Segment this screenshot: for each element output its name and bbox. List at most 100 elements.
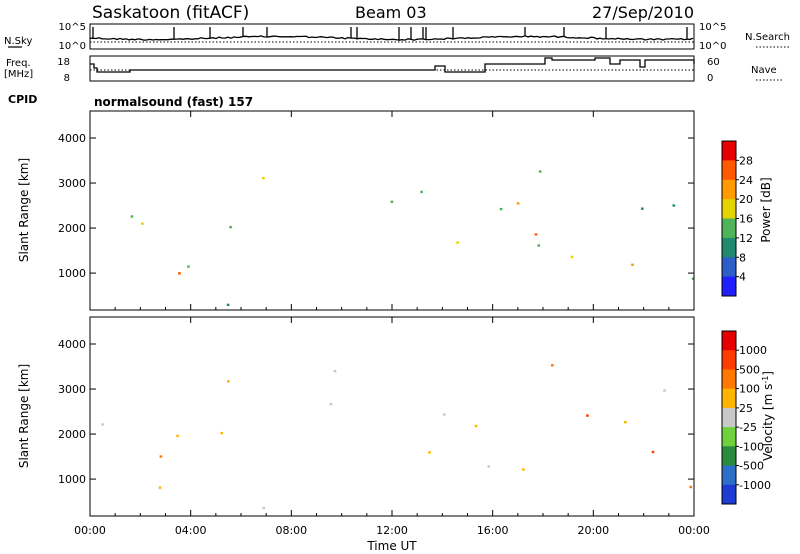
data-cell [586,414,589,417]
noise-panel [89,23,695,50]
data-cell [641,207,644,210]
x-tick-label: 00:00 [74,524,106,537]
y-tick-label: 4000 [58,338,86,351]
data-cell [631,263,634,266]
nave-label: Nave [751,65,777,76]
power-ylabel: Slant Range [km] [17,158,31,262]
noise-tick-top-left: 10^5 [59,22,86,33]
colorbar-swatch [722,446,736,467]
data-cell [516,202,520,205]
data-cell [178,272,181,275]
power-colorbar-label: Power [dB] [759,177,773,242]
power-y-ticks: 1000 2000 3000 4000 [58,132,694,280]
nsky-label: N.Sky [4,36,32,47]
freq-panel [89,55,695,82]
x-tick-label: 12:00 [376,524,408,537]
date-title: 27/Sep/2010 [592,3,694,22]
colorbar-swatch [722,179,736,200]
x-tick-label: 20:00 [577,524,609,537]
y-tick-label: 2000 [58,428,86,441]
noise-tick-bottom-right: 10^0 [699,41,726,52]
power-panel [89,110,695,311]
velocity-y-ticks: 1000 2000 3000 4000 [58,338,694,486]
cpid-label: CPID [8,93,37,106]
colorbar-tick-label: 20 [739,193,753,206]
y-tick-label: 1000 [58,267,86,280]
colorbar-tick-label: 500 [739,363,760,376]
data-cell [262,506,266,510]
colorbar-tick-label: 28 [739,154,753,167]
colorbar-tick-label: 16 [739,213,753,226]
power-data-cells [130,170,695,307]
data-cell [663,389,666,392]
data-cell [534,233,538,236]
data-cell [551,364,554,367]
noise-traces [89,27,694,43]
time-xlabel: Time UT [366,539,417,553]
nave-tick-0: 0 [707,73,713,84]
colorbar-swatch [722,388,736,409]
colorbar-swatch [722,407,736,428]
data-cell [130,215,134,218]
x-tick-label: 04:00 [175,524,207,537]
freq-tick-8: 8 [64,73,70,84]
data-cell [420,190,423,194]
colorbar-tick-label: -1000 [739,479,771,492]
noise-tick-bottom-left: 10^0 [59,41,86,52]
nave-tick-60: 60 [707,57,720,68]
x-tick-label: 00:00 [678,524,710,537]
freq-label: Freq. [6,58,31,69]
velocity-panel [89,316,695,517]
data-cell [538,170,542,173]
data-cell [456,241,459,244]
colorbar-tick-label: 1000 [739,344,767,357]
freq-tick-18: 18 [57,57,70,68]
colorbar-tick-label: 12 [739,232,753,245]
colorbar-swatch [722,331,736,351]
data-cell [689,485,693,489]
data-cell [101,423,104,426]
data-cell [390,200,394,203]
power-colorbar: 28 24 20 16 12 8 4 [721,140,753,297]
data-cell [187,265,190,268]
noise-tick-top-right: 10^5 [699,22,726,33]
colorbar-swatch [722,257,736,278]
nsearch-label: N.Search [745,32,790,43]
data-cell [227,380,230,383]
x-tick-label: 16:00 [477,524,509,537]
data-cell [691,277,695,280]
data-cell [499,207,503,211]
velocity-colorbar: 1000 500 100 25 -25 -100 -500 -1000 [721,330,771,505]
y-tick-label: 1000 [58,473,86,486]
colorbar-tick-label: 8 [739,251,746,264]
data-cell [159,455,163,458]
colorbar-swatch [722,350,736,370]
colorbar-swatch [722,427,736,447]
colorbar-swatch [722,369,736,390]
data-cell [474,424,478,428]
freq-unit: [MHz] [4,69,33,80]
colorbar-swatch [722,276,736,297]
y-tick-label: 2000 [58,222,86,235]
data-cell [487,465,491,468]
colorbar-tick-label: -25 [739,421,757,434]
cpid-value: normalsound (fast) 157 [94,95,253,109]
colorbar-swatch [722,218,736,239]
data-cell [220,431,224,435]
data-cell [651,450,655,454]
x-tick-label: 08:00 [275,524,307,537]
freq-trace [90,57,695,73]
data-cell [141,222,144,225]
colorbar-tick-label: 25 [739,402,753,415]
data-cell [522,468,525,471]
colorbar-swatch [722,141,736,161]
colorbar-tick-label: 24 [739,174,753,187]
data-cell [537,244,540,247]
colorbar-swatch [722,484,736,505]
colorbar-tick-label: 4 [739,271,746,284]
y-tick-label: 3000 [58,383,86,396]
colorbar-swatch [722,237,736,258]
colorbar-tick-label: 100 [739,383,760,396]
y-tick-label: 4000 [58,132,86,145]
